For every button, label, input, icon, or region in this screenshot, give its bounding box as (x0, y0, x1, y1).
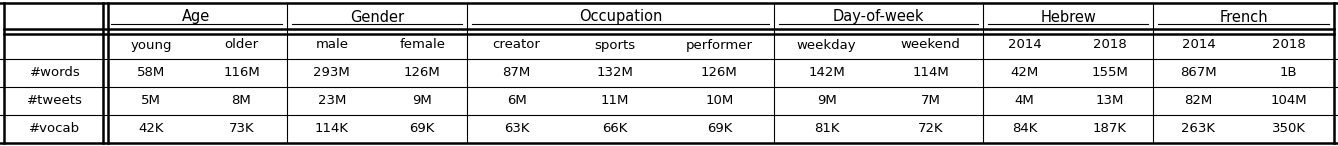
Text: 1B: 1B (1280, 66, 1298, 80)
Text: 10M: 10M (705, 94, 733, 107)
Text: sports: sports (594, 39, 636, 52)
Text: 58M: 58M (136, 66, 166, 80)
Text: French: French (1219, 9, 1268, 25)
Text: 42K: 42K (138, 122, 163, 135)
Text: 9M: 9M (816, 94, 836, 107)
Text: #vocab: #vocab (29, 122, 80, 135)
Text: 82M: 82M (1184, 94, 1212, 107)
Text: 4M: 4M (1014, 94, 1034, 107)
Text: 132M: 132M (597, 66, 634, 80)
Text: 7M: 7M (921, 94, 941, 107)
Text: 2014: 2014 (1008, 39, 1041, 52)
Text: Day-of-week: Day-of-week (834, 9, 925, 25)
Text: 293M: 293M (313, 66, 351, 80)
Text: 5M: 5M (142, 94, 161, 107)
Text: 155M: 155M (1092, 66, 1128, 80)
Text: 2018: 2018 (1272, 39, 1306, 52)
Text: female: female (399, 39, 446, 52)
Text: weekday: weekday (796, 39, 856, 52)
Text: #words: #words (29, 66, 80, 80)
Text: 114K: 114K (314, 122, 349, 135)
Text: 187K: 187K (1093, 122, 1127, 135)
Text: 69K: 69K (409, 122, 435, 135)
Text: 23M: 23M (317, 94, 347, 107)
Text: 8M: 8M (231, 94, 252, 107)
Text: 142M: 142M (808, 66, 844, 80)
Text: performer: performer (686, 39, 753, 52)
Text: 11M: 11M (601, 94, 629, 107)
Text: Age: Age (182, 9, 210, 25)
Text: 2014: 2014 (1181, 39, 1215, 52)
Text: 116M: 116M (223, 66, 260, 80)
Text: 87M: 87M (503, 66, 531, 80)
Text: 350K: 350K (1272, 122, 1306, 135)
Text: 69K: 69K (706, 122, 732, 135)
Text: 42M: 42M (1010, 66, 1038, 80)
Text: 2018: 2018 (1093, 39, 1127, 52)
Text: 114M: 114M (913, 66, 949, 80)
Text: #tweets: #tweets (27, 94, 83, 107)
Text: 126M: 126M (701, 66, 737, 80)
Text: older: older (225, 39, 258, 52)
Text: 13M: 13M (1096, 94, 1124, 107)
Text: 81K: 81K (814, 122, 839, 135)
Text: creator: creator (492, 39, 541, 52)
Text: Gender: Gender (351, 9, 404, 25)
Text: weekend: weekend (900, 39, 961, 52)
Text: male: male (316, 39, 348, 52)
Text: 867M: 867M (1180, 66, 1216, 80)
Text: Hebrew: Hebrew (1040, 9, 1096, 25)
Text: Occupation: Occupation (579, 9, 662, 25)
Text: 126M: 126M (404, 66, 440, 80)
Text: 263K: 263K (1181, 122, 1215, 135)
Text: 66K: 66K (602, 122, 628, 135)
Text: 6M: 6M (507, 94, 527, 107)
Text: 72K: 72K (918, 122, 943, 135)
Text: 84K: 84K (1012, 122, 1037, 135)
Text: young: young (130, 39, 171, 52)
Text: 104M: 104M (1271, 94, 1307, 107)
Text: 9M: 9M (412, 94, 432, 107)
Text: 73K: 73K (229, 122, 254, 135)
Text: 63K: 63K (504, 122, 530, 135)
